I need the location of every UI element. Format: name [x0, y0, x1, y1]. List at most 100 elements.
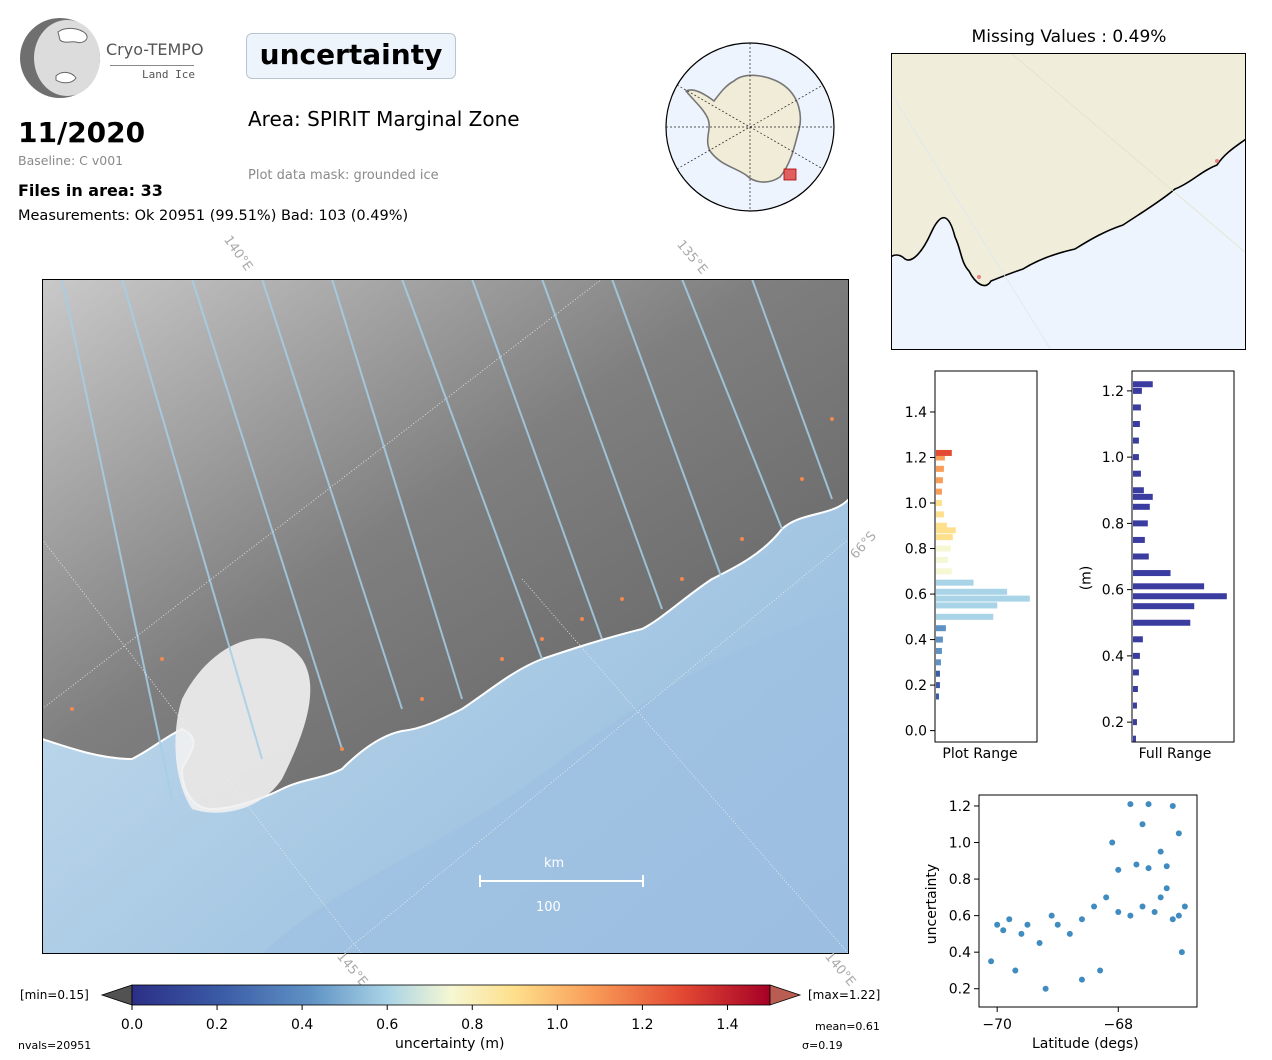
histogram-bar: [1133, 493, 1153, 500]
histogram-tick-label: 1.0: [905, 496, 927, 512]
colorbar-tick-label: 0.6: [376, 1017, 398, 1033]
measurements-summary: Measurements: Ok 20951 (99.51%) Bad: 103…: [18, 208, 409, 224]
histogram-tick-label: 1.4: [905, 405, 927, 421]
histogram-bar: [936, 568, 952, 575]
histogram-frame: [934, 370, 1038, 743]
histogram-bar: [936, 465, 944, 472]
scatter-point: [1157, 894, 1164, 901]
scatter-point: [1036, 940, 1043, 947]
sigma-label: σ=0.19: [802, 1039, 843, 1052]
scatter-ytick-label: 0.2: [949, 982, 971, 998]
scatter-point: [1151, 908, 1158, 915]
bright-glacier: [175, 638, 311, 813]
histogram-bar: [936, 613, 994, 620]
histogram-tick-label: 0.6: [1102, 583, 1124, 599]
histogram-tick-label: 0.8: [905, 542, 927, 558]
scatter-point: [994, 921, 1001, 928]
scatter-point: [1054, 921, 1061, 928]
scatter-xtick-label: −70: [982, 1017, 1012, 1033]
scatter-point: [1169, 916, 1176, 923]
files-count: Files in area: 33: [18, 181, 163, 200]
scale-bar: [479, 875, 644, 887]
histogram-bar: [1133, 652, 1140, 659]
histogram-bar: [1133, 454, 1139, 461]
scatter-ytick-label: 0.6: [949, 909, 971, 925]
histogram-bar: [936, 579, 974, 586]
histogram-bar: [1133, 669, 1139, 676]
scatter-ylabel: uncertainty: [924, 863, 941, 945]
hist-full-range-label: Full Range: [1138, 746, 1212, 762]
histogram-tick-label: 1.0: [1102, 450, 1124, 466]
scatter-point: [1169, 802, 1176, 809]
logo-divider: [110, 65, 194, 66]
histogram-bar: [1133, 470, 1141, 477]
graticule: [42, 279, 849, 954]
deep-sea: [262, 609, 849, 954]
histogram-bar: [936, 682, 940, 689]
histogram-bar: [1133, 603, 1195, 610]
scatter-point: [1000, 927, 1007, 934]
histogram-tick-label: 0.4: [1102, 649, 1124, 665]
scatter-point: [1145, 865, 1152, 872]
scatter-point: [1163, 885, 1170, 892]
histogram-bar: [1133, 536, 1145, 543]
scatter-point: [1115, 908, 1122, 915]
scatter-point: [1175, 912, 1182, 919]
antarctica-outline: [684, 74, 802, 183]
colorbar-max-extend: [769, 984, 802, 1006]
histogram-bar: [936, 522, 947, 529]
scatter-point: [1109, 839, 1116, 846]
land-area: [891, 53, 1246, 287]
histogram-bar: [936, 477, 943, 484]
parameter-title: uncertainty: [259, 38, 443, 71]
scatter-point: [1139, 903, 1146, 910]
histogram-bar: [936, 527, 956, 534]
colorbar-title: uncertainty (m): [395, 1036, 505, 1052]
scatter-point: [1042, 985, 1049, 992]
scatter-point: [1127, 912, 1134, 919]
histogram-bar: [936, 636, 943, 643]
logo-title: Cryo-TEMPO: [106, 40, 204, 59]
scatter-ytick-label: 0.4: [949, 945, 971, 961]
colorbar: [100, 984, 802, 1006]
scatter-point: [1066, 930, 1073, 937]
high-uncertainty-points: [70, 417, 834, 751]
area-label: Area: SPIRIT Marginal Zone: [248, 107, 520, 131]
histogram-tick-label: 0.8: [1102, 516, 1124, 532]
histogram-bar: [936, 659, 941, 666]
locator-map: [665, 42, 835, 212]
histogram-tick-label: 0.0: [905, 724, 927, 740]
histogram-bar: [1133, 421, 1140, 427]
missing-point: [977, 275, 981, 279]
scatter-point: [1078, 916, 1085, 923]
scatter-point: [1078, 976, 1085, 983]
histogram-bar: [1133, 487, 1144, 494]
histogram-bar: [936, 693, 939, 700]
scatter-point: [988, 958, 995, 965]
histogram-bar: [936, 588, 1008, 595]
scatter-point: [1012, 967, 1019, 974]
scatter-point: [1018, 930, 1025, 937]
scatter-point: [1103, 894, 1110, 901]
hist-full-range-ylabel: (m): [1078, 565, 1095, 591]
histogram-bar: [936, 647, 942, 654]
logo-continent: [55, 27, 88, 84]
missing-values-map: [891, 53, 1246, 350]
satellite-tracks: [61, 279, 833, 800]
histogram-bar: [936, 488, 942, 495]
scatter-point: [1145, 801, 1152, 808]
histogram-bar: [1133, 437, 1139, 444]
scatter-ytick-label: 1.0: [949, 836, 971, 852]
scatter-point: [1048, 912, 1055, 919]
missing-point: [1215, 159, 1219, 163]
histogram-bar: [1133, 553, 1149, 560]
histogram-bar: [936, 500, 942, 507]
histogram-tick-label: 1.2: [905, 450, 927, 466]
histogram-bar: [1133, 381, 1153, 388]
histogram-bar: [936, 449, 952, 456]
mask-label: Plot data mask: grounded ice: [248, 168, 439, 183]
scatter-point: [1163, 863, 1170, 870]
main-map: km 100: [42, 279, 849, 954]
colorbar-tick-label: 1.0: [546, 1017, 568, 1033]
